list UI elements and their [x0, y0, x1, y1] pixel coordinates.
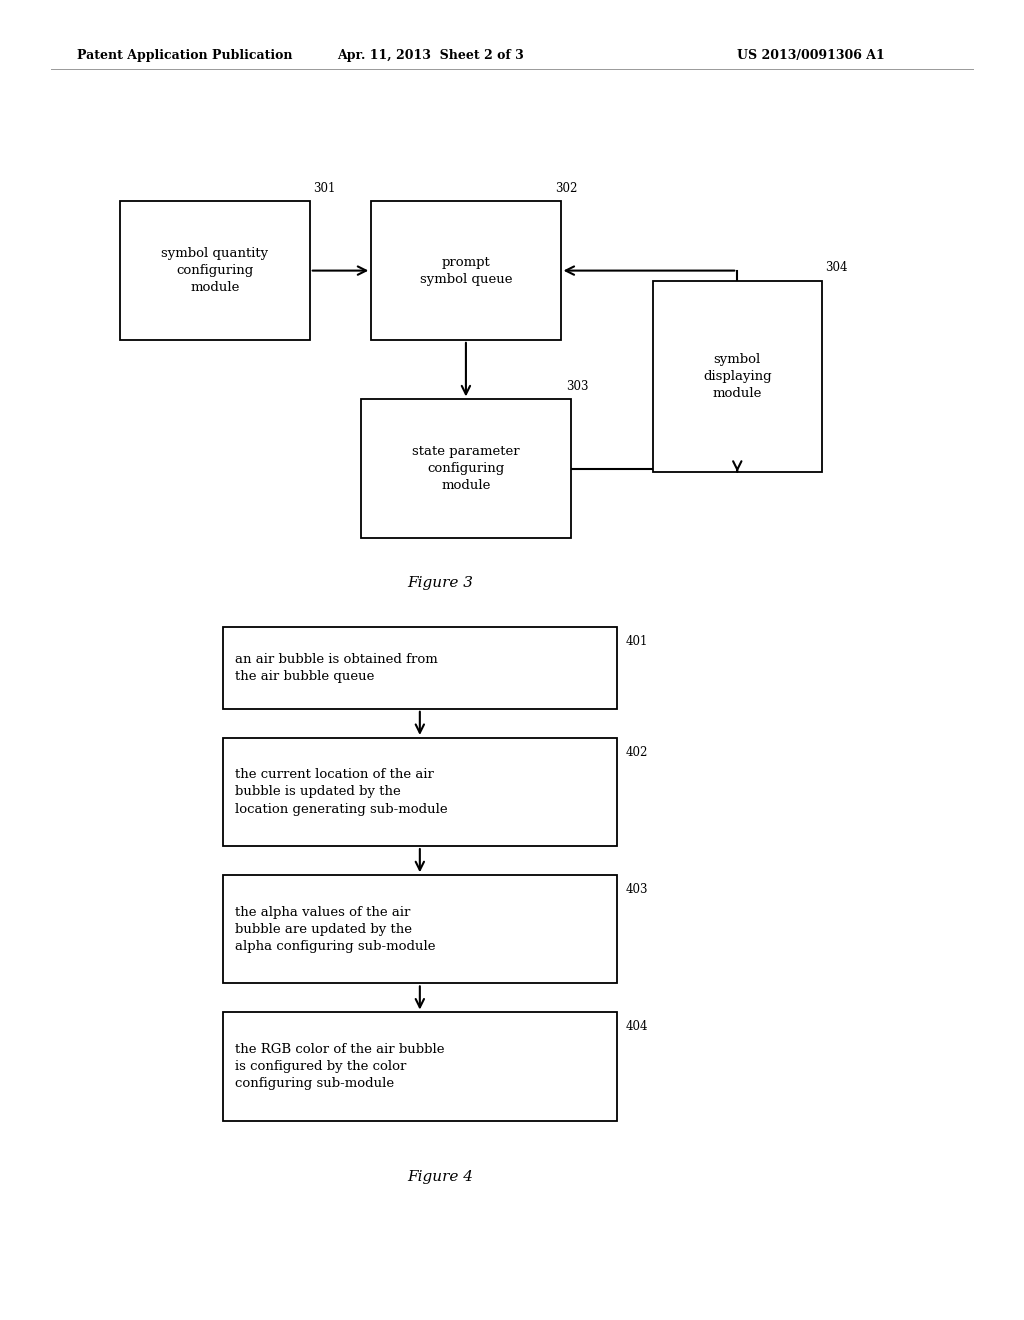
Bar — [222, 738, 616, 846]
Text: US 2013/0091306 A1: US 2013/0091306 A1 — [737, 49, 885, 62]
Text: symbol
displaying
module: symbol displaying module — [702, 352, 772, 400]
Text: 303: 303 — [565, 380, 588, 393]
Text: Apr. 11, 2013  Sheet 2 of 3: Apr. 11, 2013 Sheet 2 of 3 — [337, 49, 523, 62]
Text: symbol quantity
configuring
module: symbol quantity configuring module — [162, 247, 268, 294]
Text: 304: 304 — [825, 261, 847, 275]
Text: Figure 4: Figure 4 — [408, 1170, 473, 1184]
Bar — [361, 399, 571, 539]
Text: state parameter
configuring
module: state parameter configuring module — [412, 445, 520, 492]
Text: 401: 401 — [625, 635, 647, 648]
Text: 301: 301 — [313, 182, 335, 195]
Text: the current location of the air
bubble is updated by the
location generating sub: the current location of the air bubble i… — [234, 768, 447, 816]
Text: the RGB color of the air bubble
is configured by the color
configuring sub-modul: the RGB color of the air bubble is confi… — [234, 1043, 444, 1090]
Bar — [222, 1012, 616, 1121]
Text: 403: 403 — [625, 883, 647, 896]
Text: an air bubble is obtained from
the air bubble queue: an air bubble is obtained from the air b… — [234, 653, 437, 682]
Bar — [222, 875, 616, 983]
Text: prompt
symbol queue: prompt symbol queue — [420, 256, 512, 285]
Text: Patent Application Publication: Patent Application Publication — [77, 49, 292, 62]
Bar — [372, 201, 561, 339]
Text: 402: 402 — [625, 746, 647, 759]
Bar — [121, 201, 309, 339]
Bar — [222, 627, 616, 709]
Text: the alpha values of the air
bubble are updated by the
alpha configuring sub-modu: the alpha values of the air bubble are u… — [234, 906, 435, 953]
Text: 302: 302 — [555, 182, 578, 195]
Bar — [653, 281, 821, 473]
Text: Figure 3: Figure 3 — [408, 577, 473, 590]
Text: 404: 404 — [625, 1020, 647, 1034]
